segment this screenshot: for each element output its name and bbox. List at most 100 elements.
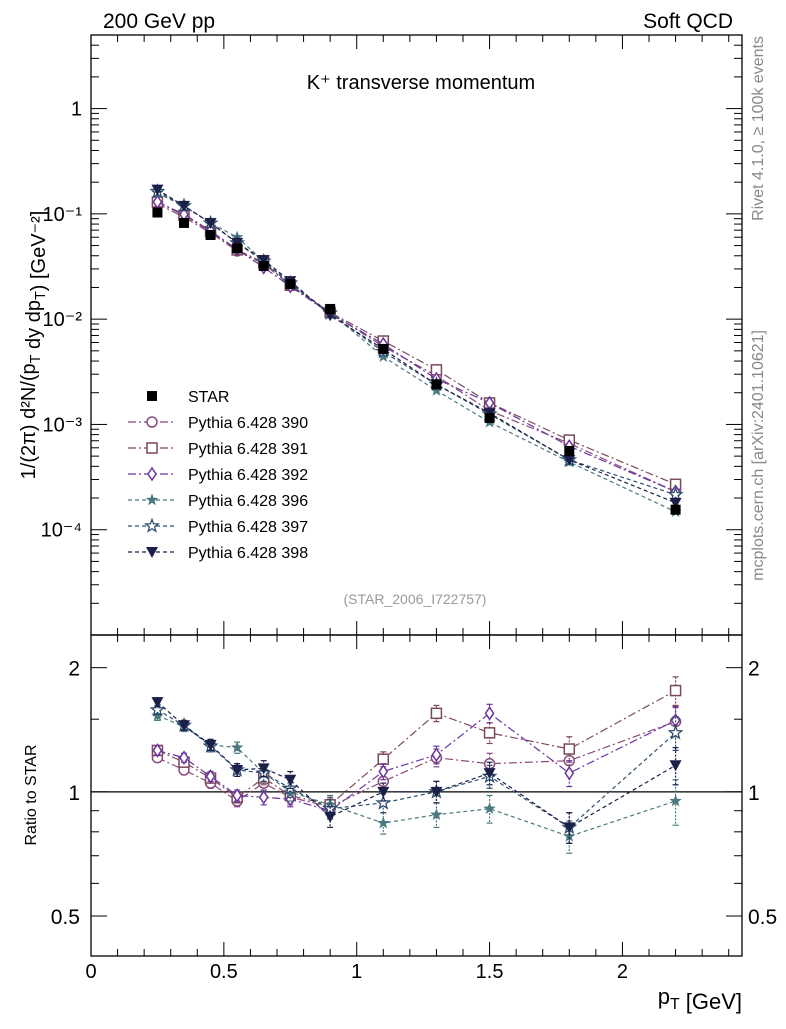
header-right: Soft QCD: [643, 10, 733, 33]
chart-title: K⁺ transverse momentum: [307, 72, 535, 94]
main-data-point: [257, 254, 270, 266]
ratio-data-point: [431, 747, 442, 763]
ratio-y-tick-label-right: 2: [748, 658, 760, 681]
ratio-y-tick-label-right: 0.5: [748, 906, 777, 929]
ratio-y-tick-label: 1: [68, 782, 80, 805]
star-data-point: [152, 207, 163, 218]
star-data-point: [325, 303, 336, 314]
star-data-point: [232, 243, 243, 254]
ratio-data-point: [563, 822, 576, 834]
ratio-data-point: [230, 741, 244, 753]
x-tick-label: 1: [351, 961, 362, 983]
legend-marker: [146, 416, 158, 428]
legend-marker: [147, 391, 157, 401]
legend-marker: [146, 547, 158, 558]
legend-item: Pythia 6.428 391: [128, 441, 308, 458]
ratio-data-point: [378, 764, 389, 779]
ratio-data-point: [282, 779, 299, 796]
x-tick-label: 0: [85, 961, 96, 983]
star-data-point: [285, 279, 296, 290]
legend-marker: [145, 493, 159, 506]
ratio-data-point: [563, 743, 576, 755]
main-data-point: [178, 200, 190, 212]
ratio-data-point: [430, 707, 443, 720]
y-tick-label: 10⁻⁴: [41, 520, 82, 542]
star-data-point: [205, 229, 216, 240]
ratio-y-tick-label: 0.5: [51, 906, 80, 929]
main-series-line: [157, 201, 676, 493]
ratio-data-point: [324, 811, 337, 823]
ratio-data-point: [669, 760, 682, 772]
ratio-data-point: [377, 786, 390, 798]
ratio-data-point: [564, 765, 575, 781]
legend-item: STAR: [147, 389, 229, 406]
ratio-panel-frame: [90, 634, 743, 957]
ratio-data-point: [258, 789, 269, 805]
ratio-data-point: [232, 788, 243, 803]
legend-marker: [146, 442, 158, 454]
ratio-data-point: [669, 794, 682, 807]
ratio-data-point: [430, 786, 443, 798]
ratio-y-axis-label: Ratio to STAR: [23, 744, 40, 845]
ratio-y-tick-label-right: 1: [748, 782, 760, 805]
ratio-data-point: [178, 720, 190, 732]
main-data-point: [667, 486, 684, 502]
main-data-point: [377, 350, 390, 362]
ratio-data-point: [151, 697, 164, 709]
legend-item: Pythia 6.428 396: [128, 493, 308, 510]
main-data-point: [204, 217, 217, 229]
ratio-data-point: [667, 724, 684, 740]
ratio-data-point: [205, 769, 216, 784]
legend-label: Pythia 6.428 391: [188, 441, 308, 458]
ratio-series-5: [149, 701, 684, 844]
y-tick-label: 1: [71, 99, 82, 121]
ratio-data-point: [284, 774, 297, 786]
ratio-data-point: [430, 808, 443, 820]
ratio-data-point: [483, 802, 496, 814]
x-axis-label: pT [GeV]: [658, 984, 742, 1014]
legend-label: Pythia 6.428 392: [188, 467, 308, 484]
ratio-data-point: [179, 750, 189, 766]
ratio-data-point: [483, 727, 496, 739]
legend-marker: [147, 466, 157, 482]
ratio-data-point: [669, 684, 682, 697]
ratio-data-point: [231, 764, 244, 776]
legend-label: Pythia 6.428 398: [188, 545, 308, 562]
ratio-series-line: [157, 715, 676, 838]
star-data-point: [378, 344, 389, 355]
star-data-point: [670, 504, 681, 515]
legend-label: Pythia 6.428 390: [188, 415, 308, 432]
ratio-data-point: [257, 763, 270, 775]
ratio-data-point: [375, 794, 392, 810]
analysis-watermark: (STAR_2006_I722757): [344, 591, 487, 607]
legend-item: Pythia 6.428 390: [128, 415, 308, 432]
ratio-data-point: [483, 768, 496, 780]
star-data-point: [431, 379, 442, 390]
y-tick-label: 10⁻³: [43, 414, 83, 436]
ratio-data-point: [377, 816, 390, 829]
rivet-version-label: Rivet 4.1.0, ≥ 100k events: [750, 36, 767, 221]
star-data-point: [258, 260, 269, 271]
y-tick-label: 10⁻¹: [43, 204, 83, 226]
main-data-point: [563, 454, 576, 466]
ratio-y-tick-label: 2: [68, 658, 80, 681]
legend-label: Pythia 6.428 397: [188, 519, 308, 536]
ratio-data-point: [204, 739, 217, 751]
main-series-star: [152, 207, 681, 515]
main-y-axis-label: 1/(2π) d²N/(pT dy dpT) [GeV⁻²]: [18, 211, 50, 480]
ratio-data-point: [149, 701, 166, 717]
y-tick-label: 10⁻²: [43, 309, 83, 331]
legend-label: STAR: [188, 389, 229, 406]
legend-item: Pythia 6.428 392: [128, 466, 308, 484]
star-data-point: [484, 413, 495, 424]
star-data-point: [564, 445, 575, 456]
ratio-series-line: [157, 701, 676, 829]
x-tick-label: 1.5: [476, 961, 504, 983]
ratio-data-point: [152, 743, 163, 758]
legend-item: Pythia 6.428 397: [128, 517, 308, 536]
header-left: 200 GeV pp: [103, 10, 215, 33]
ratio-data-point: [377, 753, 390, 765]
legend-label: Pythia 6.428 396: [188, 493, 308, 510]
